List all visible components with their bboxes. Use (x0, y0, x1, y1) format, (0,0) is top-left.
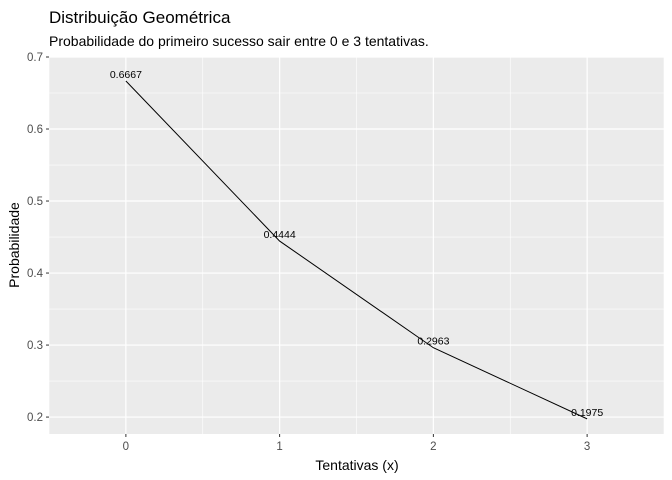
chart-title: Distribuição Geométrica (49, 8, 231, 27)
y-tick-label: 0.3 (27, 340, 43, 352)
y-axis: 0.2 0.3 0.4 0.5 0.6 0.7 (27, 52, 49, 424)
data-label: 0.4444 (264, 229, 296, 241)
data-label: 0.1975 (571, 407, 603, 419)
y-tick-label: 0.5 (27, 196, 43, 208)
x-axis-title: Tentativas (x) (315, 457, 398, 473)
data-label: 0.2963 (417, 336, 449, 348)
x-axis: 0 1 2 3 (123, 434, 590, 453)
x-tick-label: 3 (584, 441, 590, 453)
x-tick-label: 1 (276, 441, 282, 453)
chart-subtitle: Probabilidade do primeiro sucesso sair e… (49, 33, 429, 49)
y-tick-label: 0.7 (27, 52, 43, 64)
y-axis-title: Probabilidade (6, 202, 22, 288)
x-tick-label: 2 (430, 441, 436, 453)
minor-gridlines (48, 57, 665, 434)
major-gridlines (49, 56, 664, 434)
y-tick-label: 0.6 (27, 124, 43, 136)
data-labels: 0.6667 0.4444 0.2963 0.1975 (110, 69, 604, 419)
probability-line (125, 80, 588, 420)
data-label: 0.6667 (110, 69, 142, 81)
series-line (125, 80, 588, 420)
y-tick-label: 0.2 (27, 412, 43, 424)
y-tick-label: 0.4 (27, 268, 44, 280)
x-tick-label: 0 (123, 441, 129, 453)
